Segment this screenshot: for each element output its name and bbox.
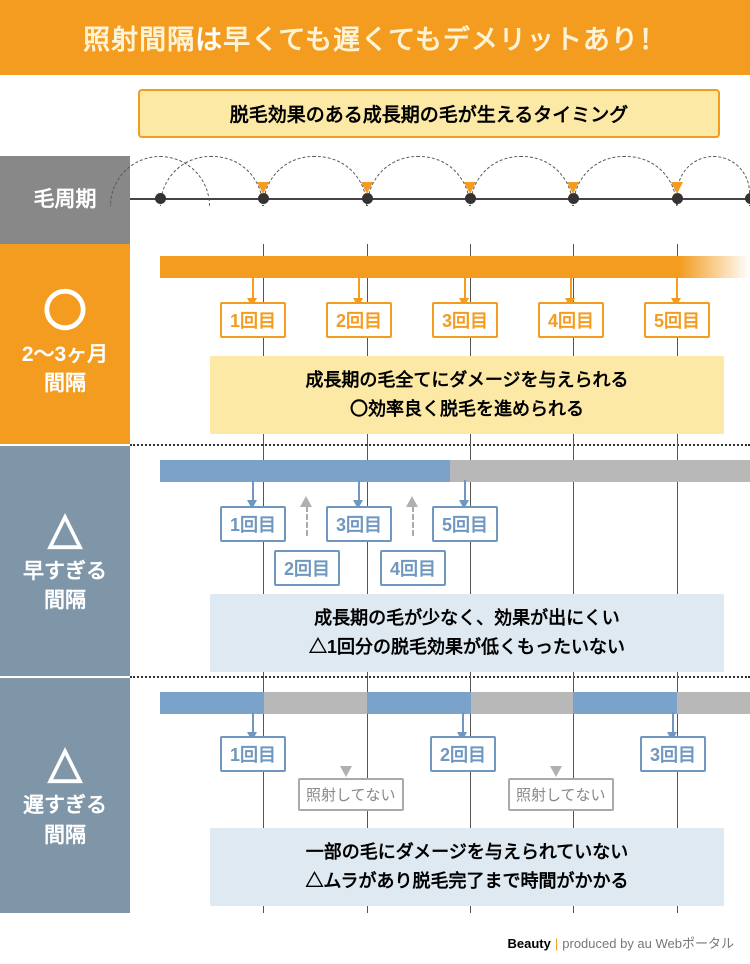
cycle-row: 毛周期 xyxy=(0,156,750,244)
section-late: △ 遅すぎる間隔 1回目2回目3回目照射してない照射してない一部の毛にダメージを… xyxy=(0,678,750,913)
credit-bar: | xyxy=(555,936,558,951)
late-symbol: △ xyxy=(48,741,82,785)
content: 脱毛効果のある成長期の毛が生えるタイミング 毛周期 〇 2〜3ヶ月間隔 1回目2… xyxy=(0,75,750,964)
cycle-timeline xyxy=(130,156,750,244)
early-label-text: 早すぎる間隔 xyxy=(23,557,107,616)
good-timeline: 1回目2回目3回目4回目5回目成長期の毛全てにダメージを与えられる〇効率良く脱毛… xyxy=(130,244,750,444)
credit-brand: Beauty xyxy=(508,936,551,951)
late-timeline: 1回目2回目3回目照射してない照射してない一部の毛にダメージを与えられていない△… xyxy=(130,678,750,913)
good-label-text: 2〜3ヶ月間隔 xyxy=(22,340,108,399)
banner-pre: 照射間隔 xyxy=(83,25,195,55)
sections-container: 〇 2〜3ヶ月間隔 1回目2回目3回目4回目5回目成長期の毛全てにダメージを与え… xyxy=(0,244,750,913)
credit-sub: produced by au Webポータル xyxy=(562,936,734,951)
timing-row: 脱毛効果のある成長期の毛が生えるタイミング xyxy=(0,89,750,138)
section-early-label: △ 早すぎる間隔 xyxy=(0,446,130,676)
section-good: 〇 2〜3ヶ月間隔 1回目2回目3回目4回目5回目成長期の毛全てにダメージを与え… xyxy=(0,244,750,444)
late-label-text: 遅すぎる間隔 xyxy=(23,791,107,850)
credit: Beauty | produced by au Webポータル xyxy=(0,913,750,964)
banner-mid: は xyxy=(195,25,223,55)
banner: 照射間隔は早くても遅くてもデメリットあり！ xyxy=(0,0,750,75)
banner-post: 早くても遅くてもデメリットあり！ xyxy=(223,25,667,55)
early-symbol: △ xyxy=(48,507,82,551)
early-timeline: 1回目3回目5回目2回目4回目成長期の毛が少なく、効果が出にくい△1回分の脱毛効… xyxy=(130,446,750,676)
section-good-label: 〇 2〜3ヶ月間隔 xyxy=(0,244,130,444)
infographic-root: 照射間隔は早くても遅くてもデメリットあり！ 脱毛効果のある成長期の毛が生えるタイ… xyxy=(0,0,750,964)
section-early: △ 早すぎる間隔 1回目3回目5回目2回目4回目成長期の毛が少なく、効果が出にく… xyxy=(0,446,750,676)
section-late-label: △ 遅すぎる間隔 xyxy=(0,678,130,913)
timing-label: 脱毛効果のある成長期の毛が生えるタイミング xyxy=(138,89,720,138)
good-symbol: 〇 xyxy=(43,290,87,334)
